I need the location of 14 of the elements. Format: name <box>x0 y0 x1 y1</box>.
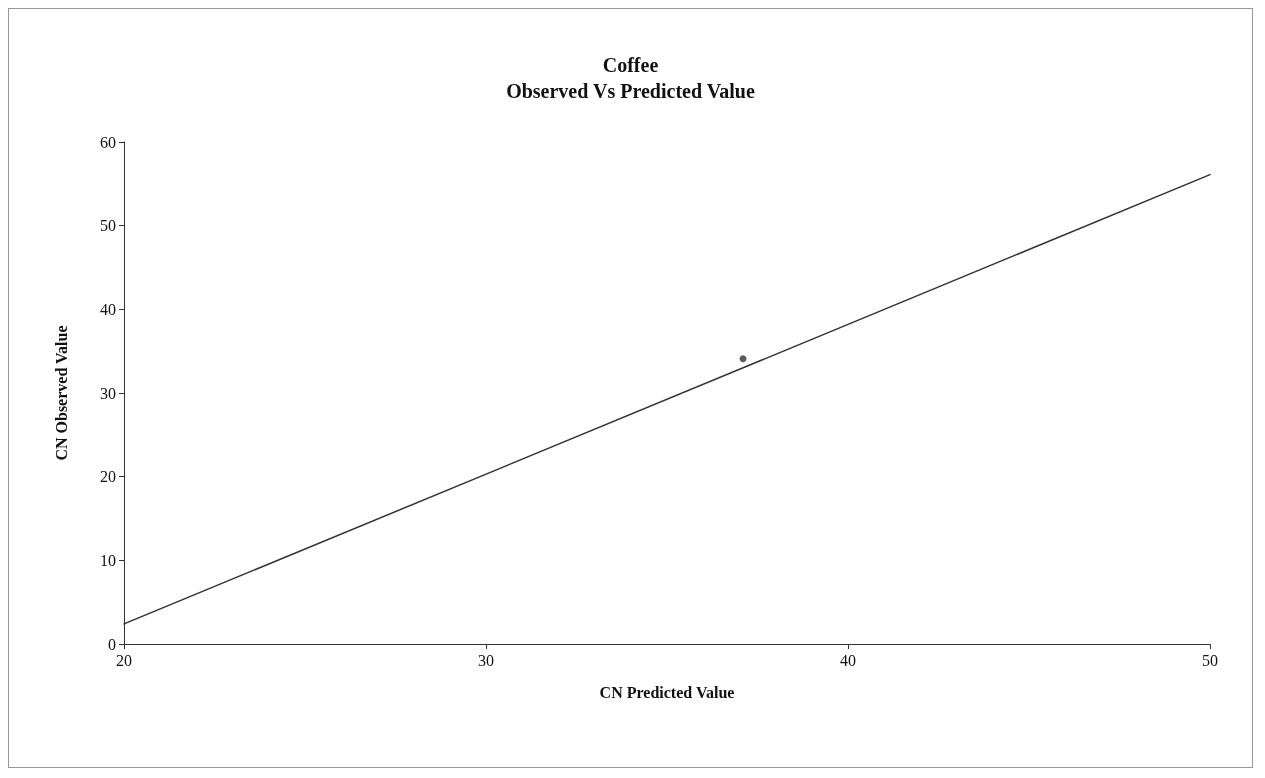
x-tick-label: 50 <box>1202 651 1218 669</box>
y-axis-title: CN Observed Value <box>52 325 70 461</box>
y-tick-label: 30 <box>100 384 116 402</box>
y-tick-label: 50 <box>100 217 116 235</box>
y-tick-label: 0 <box>108 635 116 653</box>
y-tick-label: 10 <box>100 551 116 569</box>
x-tick-label: 40 <box>840 651 856 669</box>
x-axis-title: CN Predicted Value <box>599 683 735 701</box>
y-tick-label: 60 <box>100 133 116 151</box>
x-tick-label: 30 <box>478 651 494 669</box>
chart-title: Coffee Observed Vs Predicted Value <box>506 54 755 102</box>
x-tick-label: 20 <box>116 651 132 669</box>
y-tick-label: 20 <box>100 468 116 486</box>
y-tick-label: 40 <box>100 300 116 318</box>
